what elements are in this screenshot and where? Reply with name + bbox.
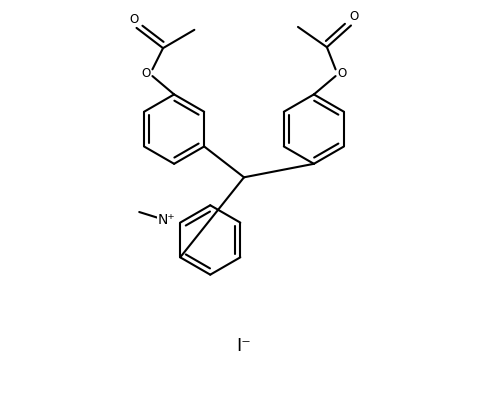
Text: O: O [141,67,150,80]
Text: O: O [349,10,359,23]
Text: I⁻: I⁻ [237,337,251,355]
Text: O: O [129,13,138,26]
Text: N⁺: N⁺ [158,213,176,227]
Text: O: O [338,67,347,80]
